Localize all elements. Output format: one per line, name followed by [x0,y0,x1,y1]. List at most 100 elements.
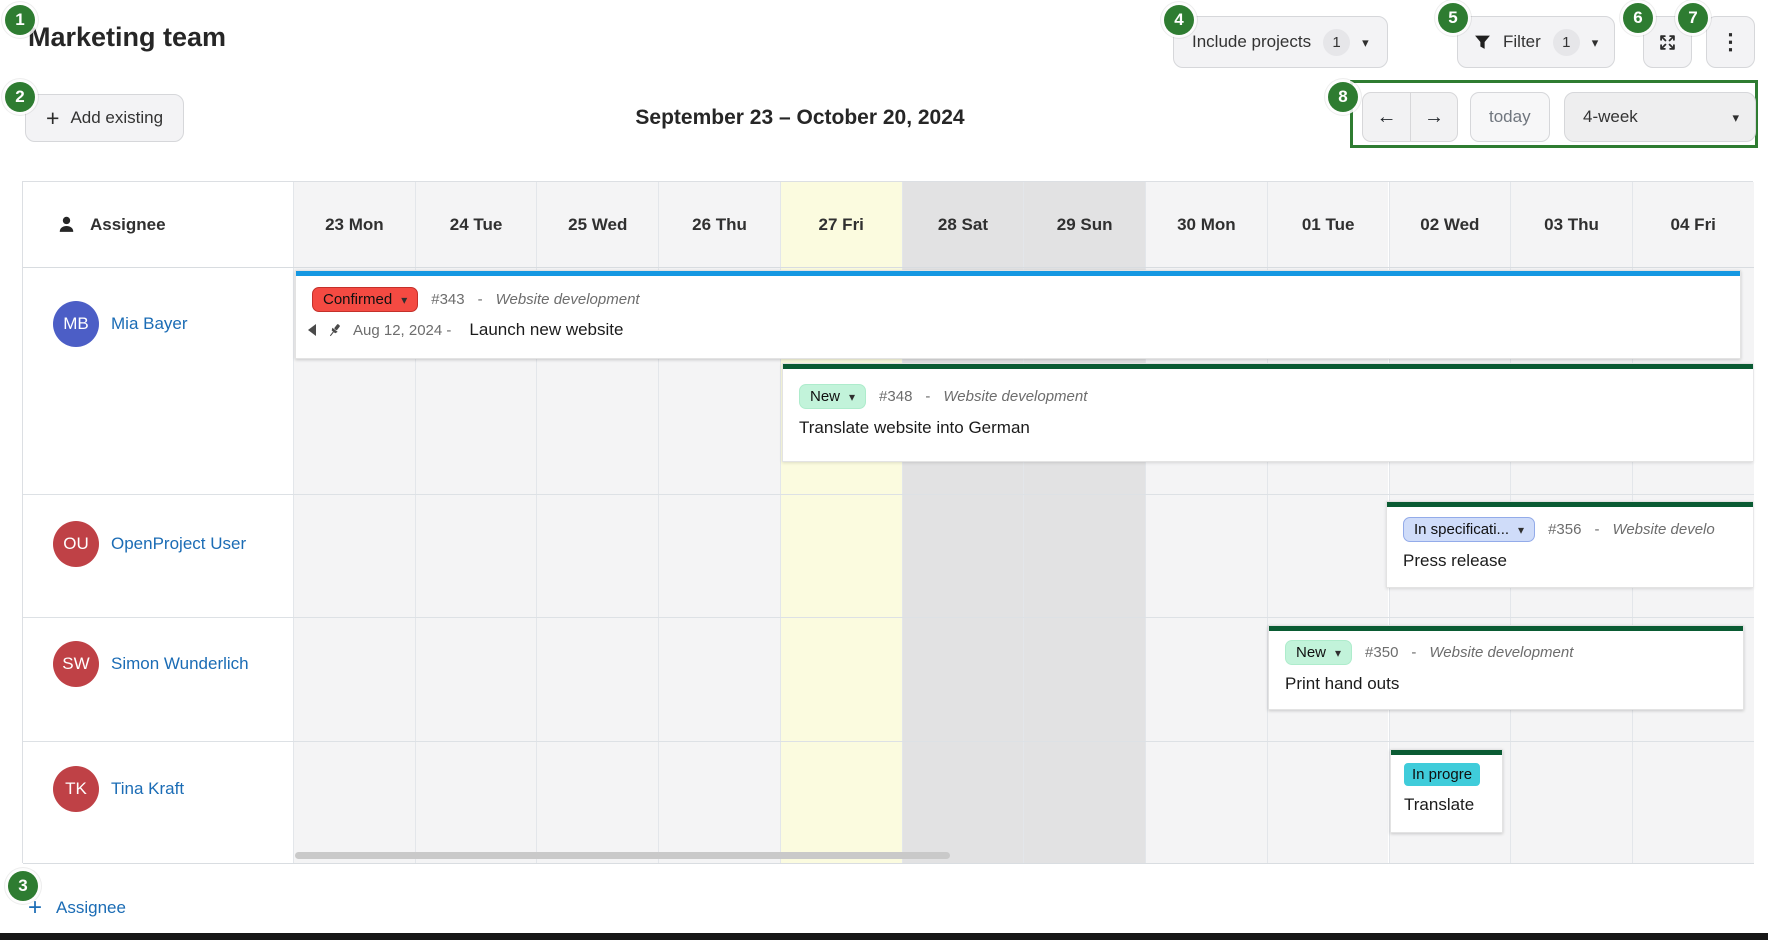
status-dropdown[interactable]: Confirmed ▾ [312,287,419,312]
annotation-badge-8: 8 [1328,82,1358,112]
previous-period-button[interactable]: ← [1362,92,1410,142]
add-assignee-label: Assignee [56,898,126,917]
card-accent-bar [296,271,1740,276]
work-package-card-translate-website[interactable]: New ▾ #348 - Website development Transla… [782,363,1753,462]
chevron-down-icon: ▾ [1732,109,1739,125]
chevron-down-icon: ▾ [401,292,408,307]
continues-earlier-icon [308,324,316,336]
horizontal-scrollbar[interactable] [295,852,950,859]
annotation-badge-2: 2 [5,82,35,112]
work-package-title: Print hand outs [1285,674,1400,693]
start-date: Aug 12, 2024 - [353,321,452,339]
row-divider [23,741,1754,742]
assignee-name-link[interactable]: OpenProject User [111,533,247,553]
more-options-button[interactable]: ⋮ [1706,16,1755,68]
chevron-down-icon: ▾ [1335,645,1342,660]
assignee-row-simon-wunderlich: SW Simon Wunderlich [53,641,271,687]
status-dropdown[interactable]: In progre [1404,763,1481,786]
work-package-card-print-hand-outs[interactable]: New ▾ #350 - Website development Print h… [1268,625,1744,710]
header-divider [23,267,1754,268]
annotation-badge-4: 4 [1164,5,1194,35]
work-package-title: Press release [1403,551,1507,570]
project-name: Website development [943,388,1088,405]
fullscreen-icon [1658,33,1677,52]
assignee-row-tina-kraft: TK Tina Kraft [53,766,271,812]
work-package-card-launch-new-website[interactable]: Confirmed ▾ #343 - Website development A… [295,270,1741,359]
day-header: 03 Thu [1544,214,1599,234]
day-header: 24 Tue [449,214,503,234]
chevron-down-icon: ▾ [1362,34,1369,50]
card-accent-bar [783,364,1753,369]
day-header: 25 Wed [568,214,628,234]
project-name: Website development [495,291,640,308]
separator: - [925,388,931,405]
include-projects-count-badge: 1 [1323,28,1351,56]
view-mode-select[interactable]: 4-week ▾ [1564,92,1756,142]
add-assignee-button[interactable]: + Assignee [28,896,126,920]
funnel-icon [1474,34,1491,51]
separator: - [1411,644,1417,661]
annotation-badge-7: 7 [1678,3,1708,33]
project-name: Website develo [1612,521,1715,538]
today-button[interactable]: today [1470,92,1550,142]
status-label: In progre [1412,766,1473,783]
assignee-name-link[interactable]: Simon Wunderlich [111,653,249,673]
work-package-card-press-release[interactable]: In specificati... ▾ #356 - Website devel… [1386,501,1753,588]
window-bottom-edge [0,933,1768,940]
add-existing-label: Add existing [70,108,164,127]
annotation-badge-5: 5 [1438,3,1468,33]
assignee-column: Assignee MB Mia Bayer OU OpenProject Use… [23,182,293,864]
row-divider [23,494,1754,495]
separator: - [477,291,483,308]
day-header: 27 Fri [818,214,864,234]
work-package-card-translate[interactable]: In progre Translate [1390,749,1503,833]
assignee-name-link[interactable]: Tina Kraft [111,778,185,798]
separator: - [1594,521,1600,538]
status-dropdown[interactable]: New ▾ [799,384,867,409]
day-header: 26 Thu [692,214,747,234]
annotation-badge-6: 6 [1623,3,1653,33]
arrow-left-icon: ← [1376,105,1397,128]
next-period-button[interactable]: → [1410,92,1458,142]
annotation-badge-3: 3 [8,871,38,901]
today-label: today [1489,107,1531,126]
avatar[interactable]: TK [53,766,99,812]
avatar[interactable]: OU [53,521,99,567]
day-header: 29 Sun [1056,214,1113,234]
project-name: Website development [1429,644,1574,661]
status-dropdown[interactable]: In specificati... ▾ [1403,517,1536,542]
pin-icon [326,322,343,339]
include-projects-label: Include projects [1192,32,1312,51]
status-dropdown[interactable]: New ▾ [1285,640,1353,665]
status-label: New [1296,644,1327,661]
card-accent-bar [1269,626,1743,631]
filter-count-badge: 1 [1552,28,1580,56]
card-accent-bar [1387,502,1753,507]
avatar[interactable]: SW [53,641,99,687]
view-mode-value: 4-week [1583,107,1638,126]
filter-button[interactable]: Filter 1 ▾ [1457,16,1616,68]
work-package-title: Translate website into German [799,418,1030,437]
day-header: 23 Mon [325,214,384,234]
status-label: In specificati... [1414,521,1510,538]
arrow-right-icon: → [1424,105,1444,128]
work-package-id: #356 [1548,521,1582,538]
chevron-down-icon: ▾ [1591,34,1599,50]
work-package-id: #350 [1365,644,1399,661]
avatar[interactable]: MB [53,301,99,347]
work-package-title: Translate [1404,795,1475,814]
work-package-title: Launch new website [469,320,624,339]
plus-icon: + [46,104,60,131]
assignee-name-link[interactable]: Mia Bayer [111,313,188,333]
row-divider [23,617,1754,618]
day-header: 30 Mon [1177,214,1236,234]
annotation-badge-1: 1 [5,5,35,35]
assignee-row-mia-bayer: MB Mia Bayer [53,301,271,347]
include-projects-button[interactable]: Include projects 1 ▾ [1173,16,1388,68]
card-accent-bar [1391,750,1502,755]
kebab-icon: ⋮ [1719,29,1742,54]
date-nav-arrows: ← → [1362,92,1458,142]
add-existing-button[interactable]: + Add existing [25,94,185,142]
assignee-header-label: Assignee [90,214,166,234]
filter-label: Filter [1503,32,1541,51]
